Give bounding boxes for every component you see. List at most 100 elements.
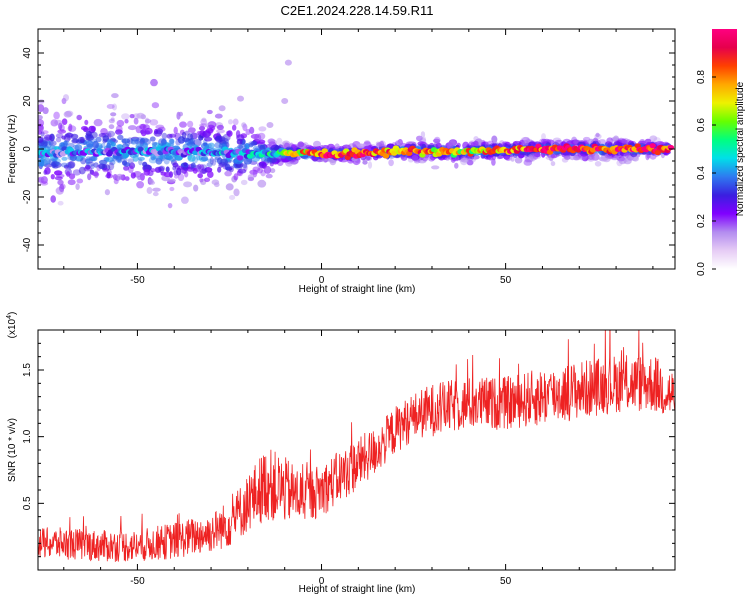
spectrogram-blob (179, 121, 187, 128)
spectrogram-blob (218, 161, 227, 167)
spectrogram-blob (95, 136, 102, 143)
spectrogram-blob (388, 159, 394, 167)
spectrogram-blob (79, 136, 86, 144)
spectrogram-blob (522, 139, 529, 147)
spectrogram-blob (140, 137, 149, 143)
spectrogram-blob (80, 157, 87, 165)
spectrogram-blob (454, 162, 459, 169)
spectrogram-blob (184, 170, 189, 178)
spectrogram-blob (237, 168, 247, 174)
spectrogram-blob (111, 93, 119, 99)
spectrogram-blob (216, 129, 225, 134)
snr-unit: (x104) (6, 312, 18, 339)
spectrogram-blob (432, 138, 441, 143)
x-tick-label: 50 (500, 576, 512, 587)
spectrogram-outlier (237, 95, 245, 102)
spectrogram-blob (50, 195, 56, 203)
spectrogram-blob (63, 164, 69, 169)
spectrogram-blob (57, 179, 64, 186)
spectrogram-blob (619, 139, 628, 144)
spectrogram-blob (158, 166, 165, 173)
spectrogram-blob (396, 140, 403, 147)
spectrogram-blob (211, 158, 217, 166)
spectrogram-blob (68, 173, 76, 180)
spectrogram-blob (181, 131, 187, 139)
spectrogram-blob (357, 143, 365, 149)
spectrogram-blob (233, 173, 239, 181)
spectrogram-blob (456, 142, 461, 148)
spectrogram-blob (168, 155, 176, 162)
spectrogram-blob (491, 136, 498, 144)
spectrogram-blob (165, 166, 170, 173)
spectrogram-blob (84, 119, 89, 125)
spectrogram-blob (42, 107, 49, 115)
spectrogram-blob (514, 157, 523, 164)
spectrogram-blob (124, 176, 130, 181)
spectrogram-blob (416, 135, 423, 142)
spectrogram-blob (59, 183, 66, 190)
spectrogram-blob (169, 186, 175, 192)
spectrogram-ylabel: Frequency (Hz) (7, 115, 18, 184)
spectrogram-blob (471, 157, 477, 162)
spectrogram-blob (206, 162, 213, 167)
spectrogram-blob (504, 155, 511, 161)
spectrogram-blob (108, 124, 115, 130)
y-tick-label: 1.5 (22, 363, 33, 377)
spectrogram-blob (639, 139, 646, 146)
spectrogram-blob (420, 131, 426, 138)
spectrogram-blob (252, 169, 258, 178)
spectrogram-blob (367, 161, 373, 169)
spectrogram-blob (491, 158, 496, 166)
spectrogram-blob (224, 170, 232, 177)
spectrogram-blob (207, 121, 217, 128)
spectrogram-blob (140, 128, 147, 137)
spectrogram-blob (621, 137, 629, 144)
spectrogram-blob (269, 168, 276, 174)
spectrogram-blob (313, 140, 321, 148)
spectrogram-ridge-cell (382, 153, 390, 159)
spectrogram-blob (123, 165, 130, 171)
spectrogram-blob (624, 151, 629, 159)
spectrogram-blob (200, 118, 208, 126)
spectrogram-blob (116, 119, 125, 127)
spectrogram-blob (523, 152, 528, 158)
figure-title: C2E1.2024.228.14.59.R11 (281, 3, 434, 18)
x-tick-label: -50 (130, 576, 145, 587)
spectrogram-blob (501, 141, 510, 149)
spectrogram-blob (197, 173, 203, 179)
spectrogram-blob (215, 135, 224, 143)
spectrogram-blob (152, 191, 159, 197)
spectrogram-blob (150, 78, 158, 87)
spectrogram-blob (233, 188, 240, 197)
spectrogram-blob (209, 156, 214, 165)
spectrogram-blob (144, 118, 152, 124)
spectrogram-blob (149, 136, 156, 142)
spectrogram-blob (115, 129, 123, 135)
spectrogram-blob (206, 124, 216, 132)
spectrogram-blob (121, 138, 131, 144)
spectrogram-blob (257, 179, 267, 188)
spectrogram-blob (87, 173, 92, 181)
spectrogram-blob (41, 130, 49, 135)
y-tick-label: -40 (22, 237, 33, 252)
spectrogram-blob (54, 119, 63, 126)
spectrogram-blob (433, 136, 441, 144)
spectrogram-blob (115, 173, 124, 180)
spectrogram-blob (217, 166, 222, 173)
colorbar-tick-label: 0.4 (696, 166, 707, 180)
y-tick-label: 1.0 (22, 429, 33, 443)
svg-text:(x104): (x104) (6, 312, 18, 339)
spectrogram-blob (257, 162, 264, 168)
spectrogram-blob (173, 126, 178, 135)
spectrogram-blob (598, 139, 606, 144)
spectrogram-blob (108, 118, 115, 124)
spectrogram-blob (447, 142, 454, 149)
colorbar-tick-label: 0.2 (696, 214, 707, 228)
spectrogram-ridge-cell (236, 155, 244, 161)
spectrogram-blob (181, 196, 189, 204)
spectrogram-blob (421, 136, 427, 143)
spectrogram-blob (550, 161, 556, 167)
spectrogram-ridge-cell (654, 149, 661, 156)
spectrogram-blob (133, 117, 139, 125)
spectrogram-blob (505, 156, 512, 161)
